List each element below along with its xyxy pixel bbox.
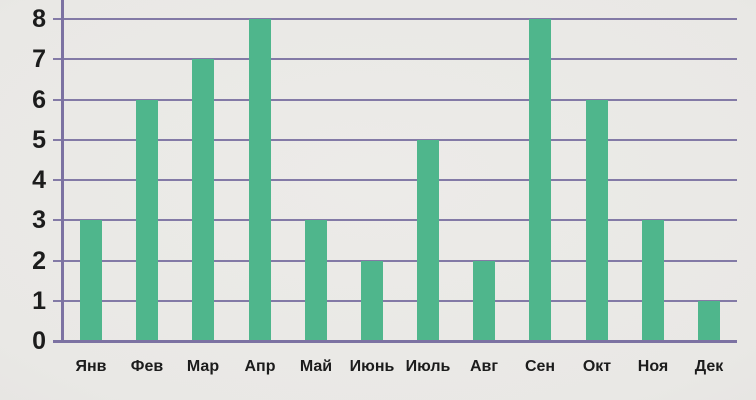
gridline-y-5	[53, 138, 737, 141]
bar-Мар	[192, 59, 214, 341]
x-axis-line	[53, 340, 737, 343]
x-axis-tick-label: Фев	[130, 358, 164, 375]
gridline-y-8	[53, 18, 737, 20]
bar-Сен	[529, 19, 551, 341]
bar-Июль	[417, 139, 439, 341]
gridline-y-6	[53, 98, 737, 101]
y-axis-tick-label: 4	[32, 166, 46, 194]
x-axis-tick-label: Мар	[186, 358, 220, 375]
x-axis-tick-label: Окт	[582, 358, 612, 375]
bar-Окт	[586, 99, 608, 341]
gridline-y-7	[53, 58, 737, 61]
x-axis-tick-label: Июль	[405, 358, 451, 375]
y-axis-tick-label: 0	[32, 327, 46, 355]
x-axis-tick-label: Сен	[524, 358, 556, 375]
x-axis-tick-label: Апр	[244, 358, 276, 375]
gridline-y-4	[53, 179, 737, 181]
x-axis-tick-label: Ноя	[637, 358, 669, 375]
bar-Авг	[473, 260, 495, 341]
x-axis-tick-label: Июнь	[349, 358, 395, 375]
bar-Ноя	[642, 220, 664, 341]
y-axis-tick-label: 6	[32, 85, 46, 114]
bar-Апр	[249, 19, 271, 341]
x-axis-tick-label: Янв	[75, 358, 107, 375]
gridline-y-3	[53, 219, 737, 222]
y-axis-tick-label: 1	[32, 286, 46, 315]
y-axis-tick-label: 8	[32, 5, 46, 33]
bar-Дек	[698, 300, 720, 341]
gridline-y-1	[53, 299, 737, 302]
y-axis-line	[61, 0, 64, 343]
y-axis-tick-label: 3	[32, 206, 46, 235]
bar-Май	[305, 220, 327, 341]
y-axis-tick-label: 5	[32, 125, 46, 154]
y-axis-tick-label: 7	[32, 45, 46, 74]
x-axis-tick-label: Авг	[469, 358, 499, 375]
x-axis-tick-label: Май	[299, 358, 333, 375]
bar-Янв	[80, 220, 102, 341]
gridline-y-2	[53, 259, 737, 262]
bar-Июнь	[361, 260, 383, 341]
y-axis-tick-label: 2	[32, 246, 46, 275]
x-axis-tick-label: Дек	[694, 358, 724, 375]
bar-Фев	[136, 99, 158, 341]
